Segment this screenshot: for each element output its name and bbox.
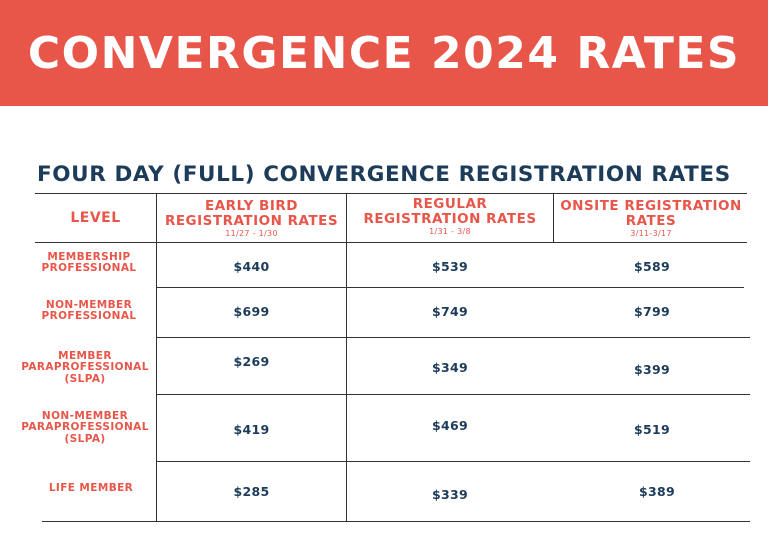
- row-5-early: $285: [157, 476, 346, 506]
- header-level-label: LEVEL: [70, 209, 121, 226]
- price-value: $519: [634, 421, 670, 437]
- header-onsite-label: ONSITE REGISTRATION RATES: [560, 198, 742, 229]
- page-title: CONVERGENCE 2024 RATES: [27, 27, 741, 79]
- header-regular: REGULAR REGISTRATION RATES 1/31 - 3/8: [347, 194, 553, 240]
- rule-col-3: [553, 193, 554, 243]
- row-4-regular: $469: [347, 410, 553, 440]
- rule-header-top: [35, 193, 747, 194]
- row-level-label: MEMBERSHIP PROFESSIONAL: [41, 250, 137, 274]
- price-value: $349: [432, 359, 468, 375]
- rule-row-2: [156, 337, 750, 338]
- price-value: $440: [233, 258, 270, 274]
- row-1-regular: $539: [347, 252, 553, 280]
- row-5-onsite: $389: [554, 476, 760, 506]
- row-level-label: NON-MEMBER PARAPROFESSIONAL (SLPA): [21, 409, 149, 445]
- price-value: $469: [432, 417, 468, 433]
- price-value: $699: [233, 303, 270, 319]
- row-5-level: LIFE MEMBER: [24, 478, 158, 500]
- price-value: $285: [233, 483, 270, 499]
- row-level-label: LIFE MEMBER: [48, 482, 134, 495]
- row-3-level: MEMBER PARAPROFESSIONAL (SLPA): [10, 345, 160, 391]
- price-value: $269: [233, 353, 270, 369]
- rule-table-bottom: [42, 521, 750, 522]
- title-banner: CONVERGENCE 2024 RATES: [0, 0, 768, 106]
- row-4-early: $419: [157, 414, 346, 444]
- header-onsite: ONSITE REGISTRATION RATES 3/11-3/17: [554, 196, 748, 242]
- header-early-bird-dates: 11/27 - 1/30: [225, 229, 278, 238]
- price-value: $589: [634, 258, 670, 274]
- row-level-label: MEMBER PARAPROFESSIONAL (SLPA): [21, 349, 149, 385]
- row-1-level: MEMBERSHIP PROFESSIONAL: [24, 243, 154, 283]
- price-value: $749: [432, 303, 468, 319]
- row-3-regular: $349: [347, 352, 553, 382]
- rule-col-1: [156, 193, 157, 521]
- table-subtitle: FOUR DAY (FULL) CONVERGENCE REGISTRATION…: [37, 162, 731, 187]
- row-level-label: NON-MEMBER PROFESSIONAL: [41, 298, 137, 322]
- price-value: $799: [634, 303, 670, 319]
- row-3-onsite: $399: [554, 354, 750, 384]
- row-1-early: $440: [157, 252, 346, 280]
- row-5-regular: $339: [347, 479, 553, 509]
- row-2-level: NON-MEMBER PROFESSIONAL: [24, 292, 154, 330]
- row-3-early: $269: [157, 346, 346, 376]
- header-early-bird: EARLY BIRD REGISTRATION RATES 11/27 - 1/…: [157, 196, 346, 242]
- row-4-onsite: $519: [554, 414, 750, 444]
- row-4-level: NON-MEMBER PARAPROFESSIONAL (SLPA): [10, 405, 160, 451]
- header-early-bird-label: EARLY BIRD REGISTRATION RATES: [164, 198, 339, 229]
- header-onsite-dates: 3/11-3/17: [630, 229, 672, 238]
- price-value: $339: [432, 486, 468, 502]
- price-value: $419: [233, 421, 270, 437]
- rule-row-4: [156, 461, 750, 462]
- price-value: $389: [639, 483, 675, 499]
- header-regular-dates: 1/31 - 3/8: [429, 227, 471, 236]
- header-regular-label: REGULAR REGISTRATION RATES: [363, 196, 537, 227]
- row-2-regular: $749: [347, 296, 553, 326]
- row-2-early: $699: [157, 296, 346, 326]
- rule-row-3: [156, 394, 750, 395]
- price-value: $539: [432, 258, 468, 274]
- header-level: LEVEL: [35, 194, 156, 242]
- rule-row-1: [156, 287, 744, 288]
- rule-header-bottom: [35, 242, 747, 243]
- price-value: $399: [634, 361, 670, 377]
- row-1-onsite: $589: [554, 252, 750, 280]
- row-2-onsite: $799: [554, 296, 750, 326]
- rule-col-2: [346, 193, 347, 521]
